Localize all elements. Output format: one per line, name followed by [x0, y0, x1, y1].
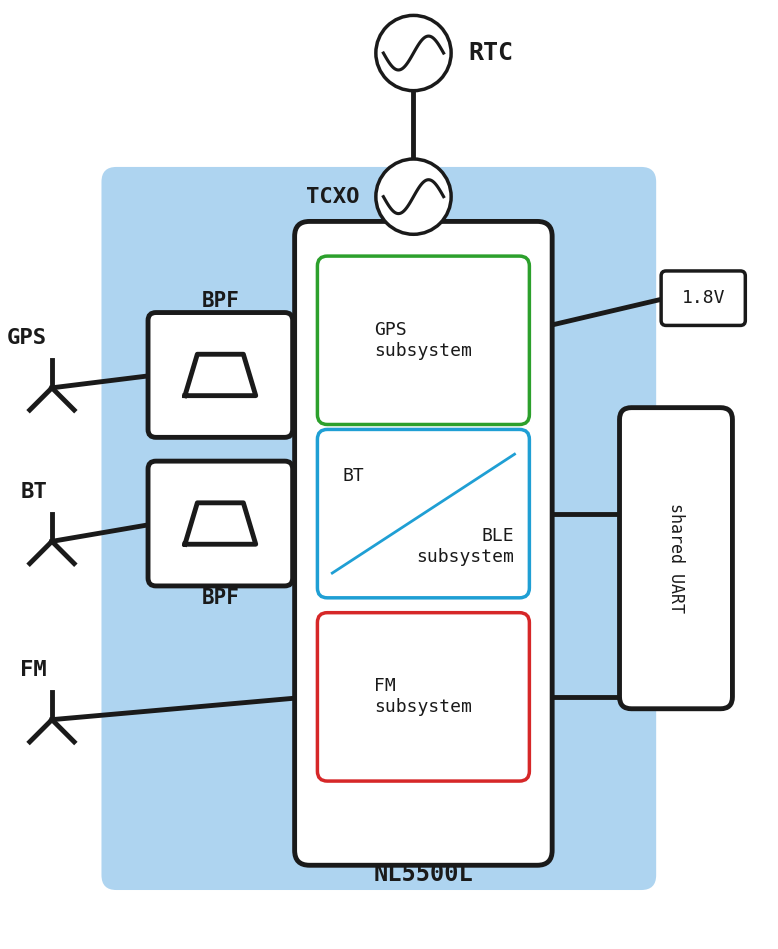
Text: GPS
subsystem: GPS subsystem — [374, 321, 472, 360]
FancyBboxPatch shape — [317, 430, 529, 598]
FancyBboxPatch shape — [661, 271, 745, 326]
Text: RTC: RTC — [468, 41, 513, 65]
FancyBboxPatch shape — [148, 312, 293, 437]
Text: GPS: GPS — [7, 328, 47, 348]
Circle shape — [376, 15, 451, 91]
Text: BPF: BPF — [202, 588, 240, 608]
Circle shape — [376, 159, 451, 234]
Text: shared UART: shared UART — [667, 503, 685, 613]
Text: BPF: BPF — [202, 290, 240, 310]
FancyBboxPatch shape — [295, 221, 552, 865]
Text: TCXO: TCXO — [306, 187, 359, 207]
FancyBboxPatch shape — [317, 613, 529, 781]
Text: BLE
subsystem: BLE subsystem — [417, 527, 514, 566]
Text: 1.8V: 1.8V — [682, 289, 725, 307]
Text: BT: BT — [342, 468, 364, 486]
Text: FM
subsystem: FM subsystem — [374, 678, 472, 716]
FancyBboxPatch shape — [317, 256, 529, 424]
Text: NL5500L: NL5500L — [373, 863, 473, 886]
FancyBboxPatch shape — [101, 167, 656, 890]
FancyBboxPatch shape — [619, 408, 732, 709]
Text: FM: FM — [20, 661, 47, 680]
Text: BT: BT — [20, 482, 47, 502]
FancyBboxPatch shape — [148, 461, 293, 586]
